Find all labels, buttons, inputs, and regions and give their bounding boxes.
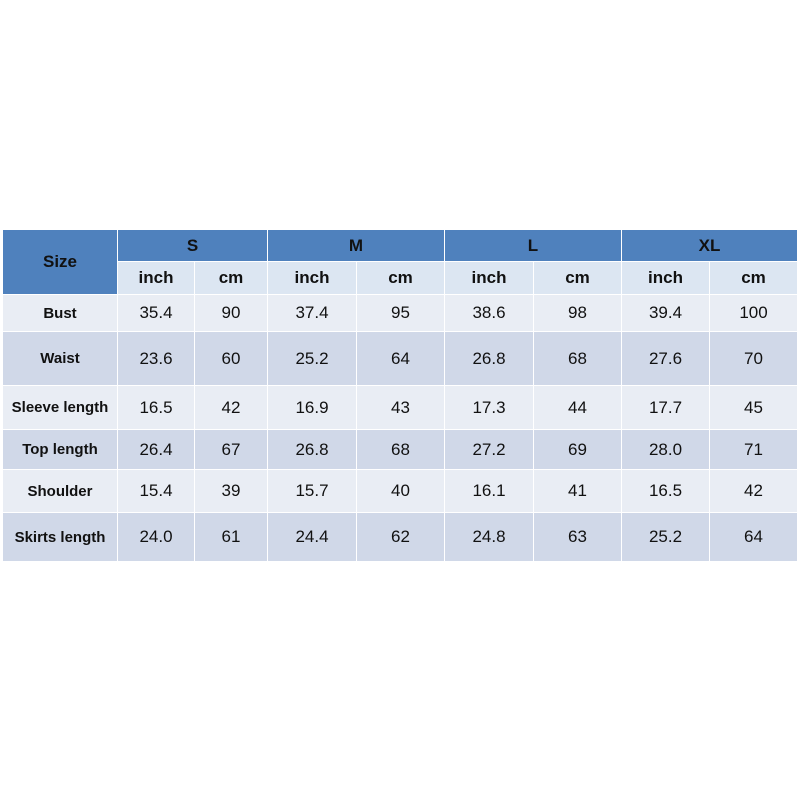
- unit-header: cm: [195, 262, 268, 295]
- measure-cell: 62: [357, 513, 445, 562]
- unit-header: cm: [534, 262, 622, 295]
- size-column-header: S: [118, 230, 268, 262]
- measure-cell: 28.0: [622, 430, 710, 470]
- unit-header: cm: [357, 262, 445, 295]
- measure-cell: 26.8: [445, 332, 534, 386]
- measure-cell: 42: [710, 470, 798, 513]
- measure-cell: 64: [710, 513, 798, 562]
- measure-cell: 64: [357, 332, 445, 386]
- size-column-header: M: [268, 230, 445, 262]
- size-column-header: L: [445, 230, 622, 262]
- row-label: Skirts length: [3, 513, 118, 562]
- measure-cell: 69: [534, 430, 622, 470]
- measure-cell: 17.3: [445, 386, 534, 430]
- measure-cell: 37.4: [268, 295, 357, 332]
- measure-cell: 26.8: [268, 430, 357, 470]
- row-label: Sleeve length: [3, 386, 118, 430]
- measure-cell: 95: [357, 295, 445, 332]
- measure-cell: 70: [710, 332, 798, 386]
- measure-cell: 23.6: [118, 332, 195, 386]
- unit-header: inch: [118, 262, 195, 295]
- measure-cell: 40: [357, 470, 445, 513]
- measure-cell: 38.6: [445, 295, 534, 332]
- measure-cell: 41: [534, 470, 622, 513]
- measure-cell: 63: [534, 513, 622, 562]
- measure-cell: 45: [710, 386, 798, 430]
- size-column-header: XL: [622, 230, 798, 262]
- measure-cell: 39.4: [622, 295, 710, 332]
- measure-cell: 27.6: [622, 332, 710, 386]
- unit-header: inch: [445, 262, 534, 295]
- measure-cell: 43: [357, 386, 445, 430]
- measure-cell: 42: [195, 386, 268, 430]
- measure-cell: 26.4: [118, 430, 195, 470]
- measure-cell: 98: [534, 295, 622, 332]
- measure-cell: 35.4: [118, 295, 195, 332]
- measure-cell: 24.0: [118, 513, 195, 562]
- measure-cell: 68: [534, 332, 622, 386]
- measure-cell: 16.5: [622, 470, 710, 513]
- measure-cell: 44: [534, 386, 622, 430]
- measure-cell: 61: [195, 513, 268, 562]
- measure-cell: 17.7: [622, 386, 710, 430]
- measure-cell: 71: [710, 430, 798, 470]
- measure-cell: 60: [195, 332, 268, 386]
- measure-cell: 90: [195, 295, 268, 332]
- measure-cell: 68: [357, 430, 445, 470]
- unit-header: inch: [268, 262, 357, 295]
- measure-cell: 15.4: [118, 470, 195, 513]
- unit-header: cm: [710, 262, 798, 295]
- measure-cell: 24.4: [268, 513, 357, 562]
- unit-header: inch: [622, 262, 710, 295]
- size-header: Size: [3, 230, 118, 295]
- measure-cell: 16.9: [268, 386, 357, 430]
- measure-cell: 25.2: [622, 513, 710, 562]
- row-label: Waist: [3, 332, 118, 386]
- row-label: Top length: [3, 430, 118, 470]
- measure-cell: 39: [195, 470, 268, 513]
- measure-cell: 24.8: [445, 513, 534, 562]
- measure-cell: 25.2: [268, 332, 357, 386]
- measure-cell: 100: [710, 295, 798, 332]
- measure-cell: 15.7: [268, 470, 357, 513]
- row-label: Shoulder: [3, 470, 118, 513]
- measure-cell: 16.1: [445, 470, 534, 513]
- measure-cell: 16.5: [118, 386, 195, 430]
- row-label: Bust: [3, 295, 118, 332]
- measure-cell: 27.2: [445, 430, 534, 470]
- measure-cell: 67: [195, 430, 268, 470]
